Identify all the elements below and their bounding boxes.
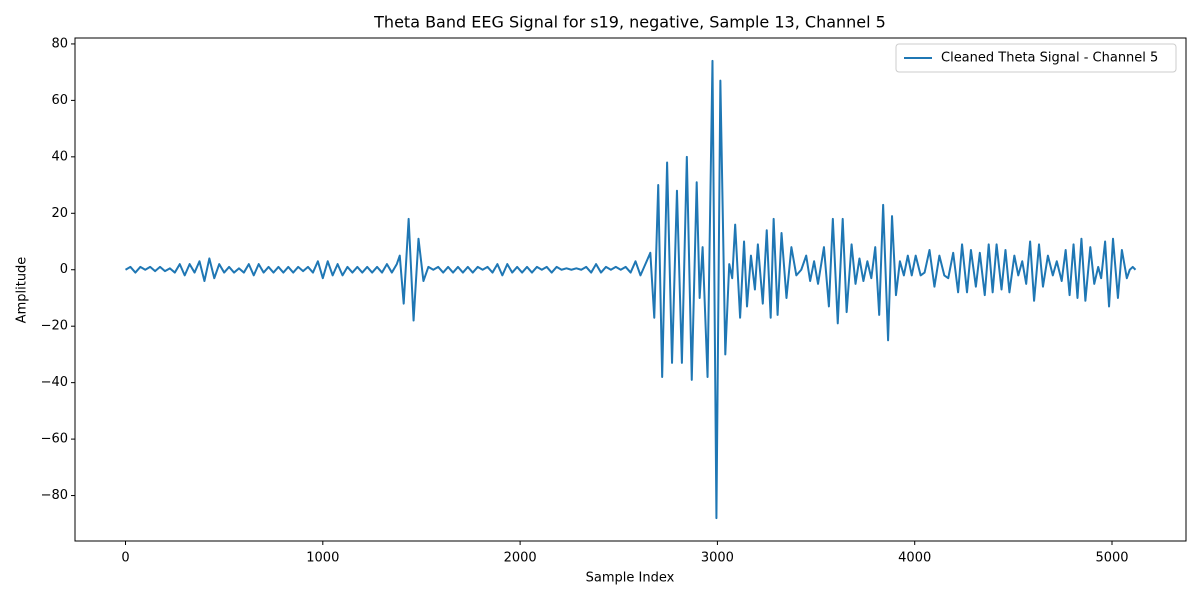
line-series <box>125 59 1137 520</box>
y-tick-label: −60 <box>41 432 68 447</box>
y-axis-label: Amplitude <box>15 257 30 324</box>
legend-box <box>895 43 1177 73</box>
x-axis-label: Sample Index <box>586 571 675 586</box>
y-tick-label: 40 <box>51 149 68 164</box>
y-tick-label: −80 <box>41 488 68 503</box>
chart-title: Theta Band EEG Signal for s19, negative,… <box>373 13 886 32</box>
y-tick-label: 0 <box>60 262 68 277</box>
legend-label: Cleaned Theta Signal - Channel 5 <box>941 51 1158 66</box>
x-tick-label: 2000 <box>504 551 537 566</box>
x-tick-label: 4000 <box>898 551 931 566</box>
x-tick-label: 5000 <box>1095 551 1128 566</box>
x-tick-label: 1000 <box>306 551 339 566</box>
y-tick-label: 80 <box>51 36 68 51</box>
x-tick-label: 0 <box>121 551 129 566</box>
y-tick-label: 20 <box>51 206 68 221</box>
y-tick-label: −40 <box>41 375 68 390</box>
y-tick-label: −20 <box>41 319 68 334</box>
x-tick-label: 3000 <box>701 551 734 566</box>
plot-frame <box>74 37 1187 542</box>
y-tick-label: 60 <box>51 93 68 108</box>
